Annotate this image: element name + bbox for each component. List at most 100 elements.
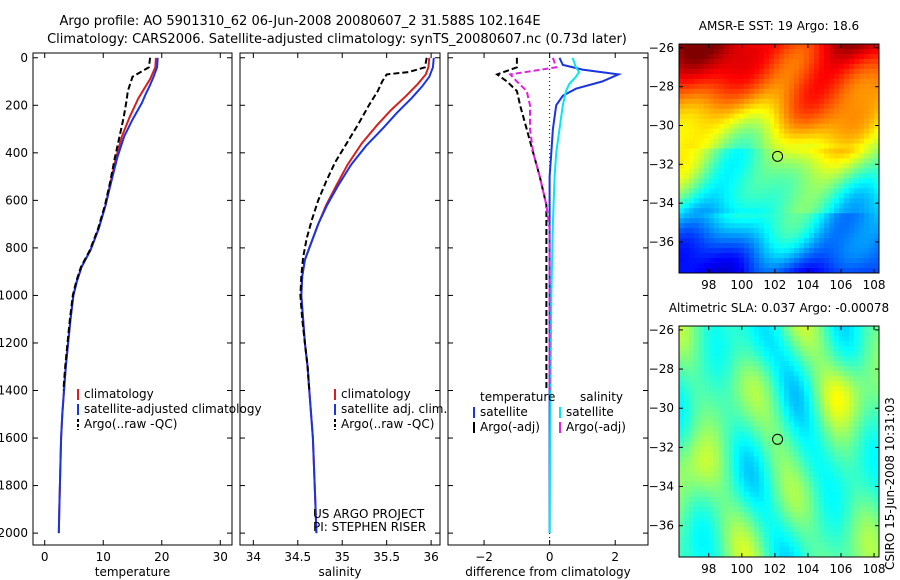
heatmap-cell [769,153,775,159]
heatmap-cell [854,178,860,184]
heatmap-cell [799,446,805,452]
heatmap-cell [679,128,685,135]
heatmap-cell [809,248,815,254]
heatmap-cell [709,138,715,144]
heatmap-cell [724,491,730,498]
heatmap-cell [799,133,805,139]
heatmap-cell [784,58,790,65]
heatmap-cell [804,83,810,90]
heatmap-cell [739,436,745,442]
heatmap-cell [679,381,685,387]
heatmap-cell [799,243,805,249]
heatmap-cell [824,506,830,513]
heatmap-cell [809,98,815,105]
heatmap-cell [739,506,745,513]
heatmap-cell [859,203,865,209]
heatmap-cell [804,496,810,503]
heatmap-cell [784,93,790,100]
heatmap-cell [729,436,735,442]
heatmap-cell [739,381,745,387]
heatmap-cell [689,496,695,503]
heatmap-cell [844,351,850,357]
heatmap-cell [684,331,690,337]
heatmap-cell [844,173,850,179]
heatmap-cell [694,138,700,144]
heatmap-cell [794,143,800,149]
heatmap-cell [864,546,870,553]
heatmap-cell [869,536,875,543]
heatmap-cell [809,536,815,543]
heatmap-cell [689,73,695,80]
heatmap-cell [819,551,825,558]
heatmap-cell [849,223,855,229]
heatmap-cell [684,44,690,50]
heatmap-cell [694,456,700,462]
heatmap-cell [704,411,710,417]
heatmap-cell [714,426,720,432]
heatmap-cell [794,208,800,214]
heatmap-cell [734,88,740,95]
map-title-sst-map: AMSR-E SST: 19 Argo: 18.6 [699,19,859,33]
heatmap-cell [854,536,860,543]
heatmap-cell [694,331,700,337]
heatmap-cell [679,68,685,75]
heatmap-cell [749,53,755,60]
heatmap-cell [699,551,705,558]
heatmap-cell [849,481,855,488]
heatmap-cell [869,138,875,144]
heatmap-cell [804,521,810,528]
heatmap-cell [724,501,730,508]
heatmap-cell [679,78,685,85]
heatmap-cell [829,238,835,244]
heatmap-cell [744,471,750,478]
heatmap-cell [814,446,820,452]
heatmap-cell [714,168,720,174]
heatmap-cell [679,391,685,397]
heatmap-cell [829,213,835,219]
heatmap-cell [684,476,690,483]
heatmap-cell [789,218,795,224]
heatmap-cell [729,371,735,377]
heatmap-cell [779,451,785,457]
heatmap-cell [844,471,850,478]
heatmap-cell [719,381,725,387]
heatmap-cell [804,223,810,229]
heatmap-cell [684,103,690,110]
heatmap-cell [729,243,735,249]
heatmap-cell [709,163,715,169]
heatmap-cell [784,228,790,234]
heatmap-cell [789,243,795,249]
heatmap-cell [829,138,835,144]
heatmap-cell [844,253,850,259]
heatmap-cell [814,376,820,382]
heatmap-cell [744,48,750,55]
heatmap-cell [699,486,705,493]
heatmap-cell [874,98,880,105]
y-tick-label: 2000 [0,526,28,540]
heatmap-cell [834,253,840,259]
heatmap-cell [779,426,785,432]
heatmap-cell [864,351,870,357]
heatmap-cell [869,218,875,224]
heatmap-cell [839,63,845,70]
heatmap-cell [849,346,855,352]
heatmap-cell [689,476,695,483]
heatmap-cell [749,98,755,105]
heatmap-cell [799,53,805,60]
heatmap-cell [754,416,760,422]
heatmap-cell [794,108,800,115]
heatmap-cell [759,501,765,508]
heatmap-cell [854,431,860,437]
heatmap-cell [804,346,810,352]
heatmap-cell [804,416,810,422]
heatmap-cell [799,416,805,422]
heatmap-cell [769,203,775,209]
heatmap-cell [779,88,785,95]
heatmap-cell [774,411,780,417]
heatmap-cell [784,183,790,189]
heatmap-cell [684,58,690,65]
heatmap-cell [684,496,690,503]
heatmap-cell [784,536,790,543]
heatmap-cell [859,346,865,352]
heatmap-cell [744,536,750,543]
